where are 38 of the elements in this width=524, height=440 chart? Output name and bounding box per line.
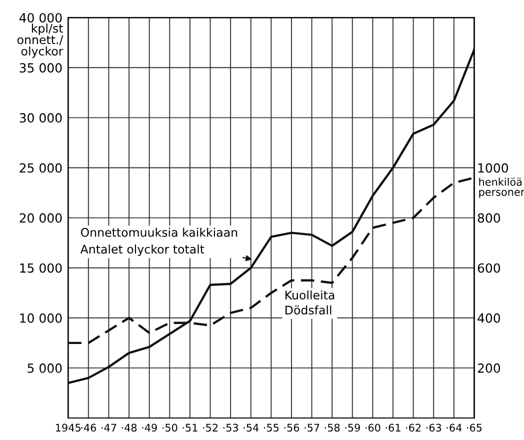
y-tick-label: 5 000 (28, 363, 62, 373)
x-tick-label: ·60 (366, 424, 380, 432)
x-tick-label: ·48 (122, 424, 137, 432)
x-tick-label: ·61 (386, 424, 400, 432)
x-tick-label: ·58 (324, 424, 340, 432)
y2-tick-label: 1000 (478, 163, 508, 173)
x-tick-label: ·57 (304, 424, 320, 432)
y-axis-title: kpl/st onnett./ olyckor (17, 24, 64, 58)
x-tick-label: 1945 (56, 424, 80, 432)
x-tick-label: ·46 (81, 424, 96, 432)
y-tick-label: 35 000 (20, 63, 62, 73)
y2-tick-label: 800 (478, 213, 500, 223)
x-tick-label: ·55 (264, 424, 279, 432)
x-tick-label: ·49 (142, 424, 157, 432)
y-tick-label: 30 000 (20, 113, 62, 123)
y2-tick-label: 400 (478, 313, 500, 323)
y-tick-label: 20 000 (20, 213, 62, 223)
y-tick-label: 10 000 (20, 313, 62, 323)
x-tick-label: ·47 (102, 424, 116, 432)
series-label: Onnettomuuksia kaikkiaan Antalet olyckor totalt (80, 228, 238, 256)
x-tick-label: ·62 (406, 424, 421, 432)
y2-tick-label: 600 (478, 263, 500, 273)
line-series (68, 48, 474, 384)
y2-tick-label: 200 (478, 363, 500, 373)
x-tick-label: ·53 (223, 424, 238, 432)
x-tick-label: ·50 (162, 424, 178, 432)
x-tick-label: ·64 (446, 424, 462, 432)
x-tick-label: ·52 (203, 424, 218, 432)
x-tick-label: ·63 (426, 424, 442, 432)
x-tick-label: ·54 (244, 424, 259, 432)
x-tick-label: ·51 (182, 424, 198, 432)
y-tick-label: 15 000 (20, 263, 62, 273)
series-label: Kuolleita Dödsfall (286, 290, 334, 315)
x-tick-label: ·59 (345, 424, 360, 432)
x-tick-label: ·65 (467, 424, 482, 432)
x-tick-label: ·56 (284, 424, 300, 432)
y-tick-label: 25 000 (20, 163, 62, 173)
y-tick-label: 40 000 (19, 13, 62, 23)
